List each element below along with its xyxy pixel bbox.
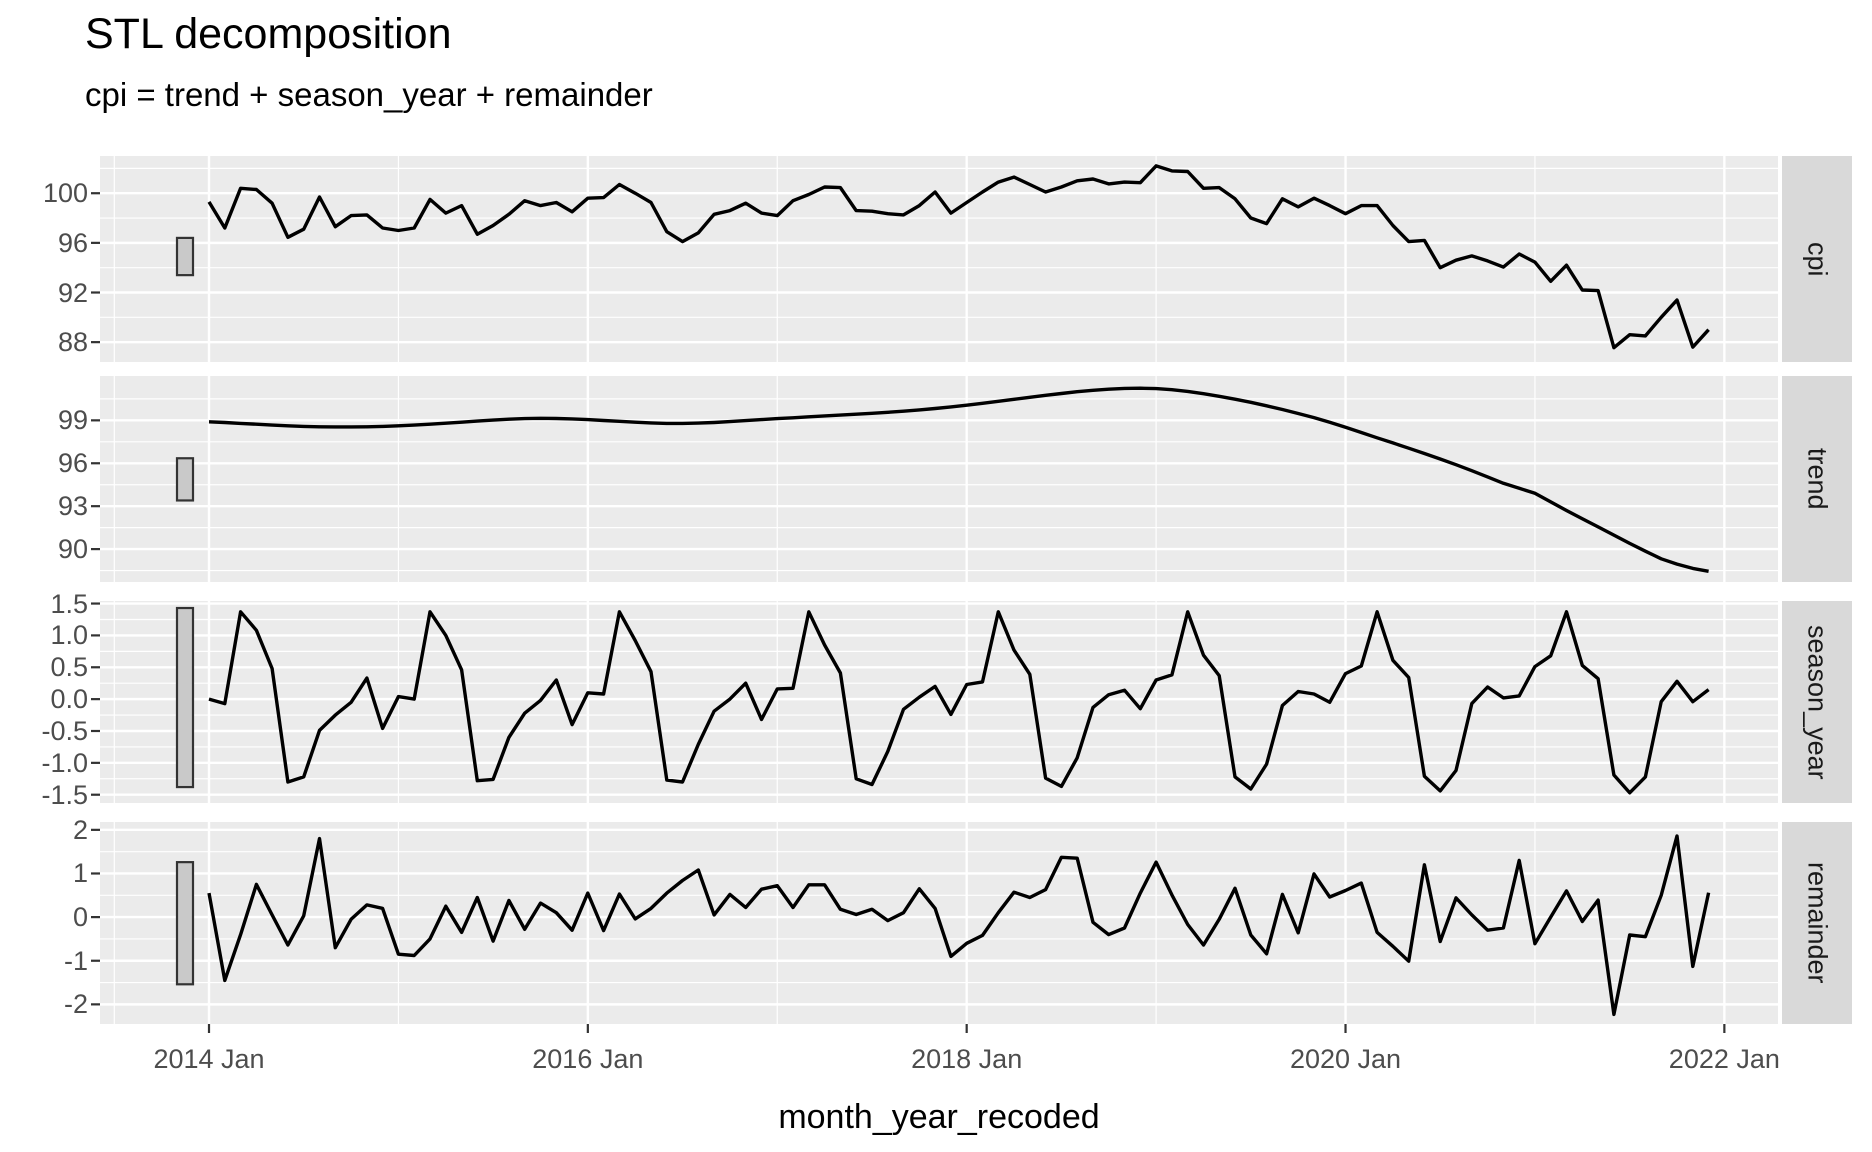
y-tick-label-season_year: -1.5 xyxy=(41,779,88,810)
y-tick-label-season_year: 1.5 xyxy=(50,588,88,619)
scale-bar-cpi xyxy=(175,236,195,277)
y-tick-label-remainder: -1 xyxy=(63,945,88,976)
y-tick-label-trend: 99 xyxy=(57,405,88,436)
y-tick-label-cpi: 96 xyxy=(57,227,88,258)
y-tick-label-season_year: 0.5 xyxy=(50,652,88,683)
facet-strip-season-year: season_year xyxy=(1782,601,1852,803)
x-tick-label: 2018 Jan xyxy=(911,1044,1023,1074)
y-tick-label-trend: 93 xyxy=(57,491,88,522)
panel-background-trend xyxy=(100,376,1778,582)
y-tick-label-remainder: -2 xyxy=(63,989,88,1020)
x-tick-label: 2022 Jan xyxy=(1668,1044,1780,1074)
y-tick-label-remainder: 2 xyxy=(72,814,88,845)
series-line-remainder xyxy=(207,834,1711,1017)
series-line-trend xyxy=(208,386,1709,573)
facet-strip-label: season_year xyxy=(1802,624,1833,780)
facet-strip-remainder: remainder xyxy=(1782,822,1852,1024)
facet-strip-label: cpi xyxy=(1802,241,1833,277)
scale-bar-trend xyxy=(175,457,195,502)
y-tick-label-remainder: 0 xyxy=(72,902,88,933)
page-title: STL decomposition xyxy=(85,10,452,58)
y-tick-label-trend: 96 xyxy=(57,448,88,479)
y-tick-label-season_year: 1.0 xyxy=(50,620,88,651)
facet-strip-label: remainder xyxy=(1802,862,1833,984)
scale-bar-remainder xyxy=(175,861,195,986)
x-tick-label: 2020 Jan xyxy=(1289,1044,1402,1074)
y-tick-label-trend: 90 xyxy=(57,534,88,565)
plot-subtitle: cpi = trend + season_year + remainder xyxy=(85,76,653,113)
scale-bar-season_year xyxy=(175,606,195,789)
series-line-cpi xyxy=(207,164,1710,350)
series-line-season_year xyxy=(208,610,1710,795)
y-tick-label-season_year: 0.0 xyxy=(50,684,88,715)
y-tick-label-remainder: 1 xyxy=(72,858,88,889)
x-tick-label: 2016 Jan xyxy=(532,1044,644,1074)
y-tick-label-cpi: 100 xyxy=(42,178,88,209)
panel-background-cpi xyxy=(100,156,1778,362)
facet-strip-label: trend xyxy=(1802,448,1833,510)
facet-strip-cpi: cpi xyxy=(1782,156,1852,362)
x-axis-title: month_year_recoded xyxy=(778,1098,1100,1136)
y-tick-label-cpi: 88 xyxy=(57,327,88,358)
y-tick-label-cpi: 92 xyxy=(57,277,88,308)
y-tick-label-season_year: -1.0 xyxy=(41,747,88,778)
facet-strip-trend: trend xyxy=(1782,376,1852,582)
x-tick-label: 2014 Jan xyxy=(153,1044,265,1074)
y-tick-label-season_year: -0.5 xyxy=(41,715,88,746)
